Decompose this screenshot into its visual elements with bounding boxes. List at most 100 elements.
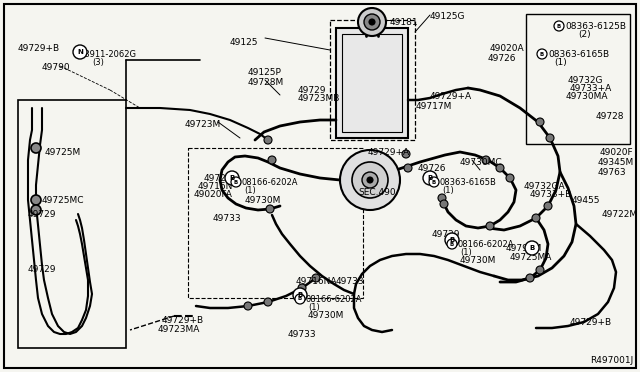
Text: 49020A: 49020A <box>490 44 525 53</box>
Circle shape <box>447 239 457 249</box>
Circle shape <box>264 298 272 306</box>
Circle shape <box>362 172 378 188</box>
Text: 49723MA: 49723MA <box>158 325 200 334</box>
Text: 08363-6165B: 08363-6165B <box>548 50 609 59</box>
Text: (1): (1) <box>554 58 567 67</box>
Text: 49726: 49726 <box>488 54 516 63</box>
Circle shape <box>268 156 276 164</box>
Circle shape <box>525 241 539 255</box>
Text: 49729: 49729 <box>204 174 232 183</box>
Text: 49725M: 49725M <box>45 148 81 157</box>
Text: 49181: 49181 <box>390 18 419 27</box>
Text: R497001J: R497001J <box>590 356 633 365</box>
Text: 49725MC: 49725MC <box>42 196 84 205</box>
Circle shape <box>225 171 239 185</box>
Text: 49732G: 49732G <box>568 76 604 85</box>
Text: 49729+B: 49729+B <box>18 44 60 53</box>
Text: 49729: 49729 <box>298 86 326 95</box>
Text: 08363-6125B: 08363-6125B <box>565 22 626 31</box>
Text: 49791M: 49791M <box>506 244 542 253</box>
Circle shape <box>536 118 544 126</box>
Circle shape <box>31 205 41 215</box>
Text: 49125G: 49125G <box>430 12 465 21</box>
Text: 08911-2062G: 08911-2062G <box>80 50 137 59</box>
Text: 49716N: 49716N <box>198 182 234 191</box>
Text: 49729+A: 49729+A <box>430 92 472 101</box>
Text: SEC.490: SEC.490 <box>358 188 396 197</box>
Text: 49733+A: 49733+A <box>570 84 612 93</box>
Circle shape <box>438 194 446 202</box>
Text: 49345M: 49345M <box>598 158 634 167</box>
Text: 49790: 49790 <box>42 63 70 72</box>
Bar <box>342 34 402 132</box>
Text: (1): (1) <box>244 186 256 195</box>
Circle shape <box>367 177 373 183</box>
Text: 49729: 49729 <box>432 230 461 239</box>
Text: B: B <box>557 23 561 29</box>
Circle shape <box>369 19 375 25</box>
Text: (1): (1) <box>460 248 472 257</box>
Text: 49730MA: 49730MA <box>566 92 609 101</box>
Text: 49729: 49729 <box>28 210 56 219</box>
Text: 49729+B: 49729+B <box>570 318 612 327</box>
Text: 49729+A: 49729+A <box>368 148 410 157</box>
Circle shape <box>312 274 320 282</box>
Text: 08166-6202A: 08166-6202A <box>242 178 298 187</box>
Circle shape <box>295 294 305 304</box>
Text: B: B <box>432 180 436 185</box>
Text: 49733+B: 49733+B <box>530 190 572 199</box>
Text: B: B <box>529 245 534 251</box>
Text: 49730M: 49730M <box>308 311 344 320</box>
Text: B: B <box>540 51 544 57</box>
Text: 49722M: 49722M <box>602 210 638 219</box>
Circle shape <box>532 214 540 222</box>
Circle shape <box>546 134 554 142</box>
Text: 49732GA: 49732GA <box>524 182 566 191</box>
Circle shape <box>31 143 41 153</box>
Circle shape <box>358 8 386 36</box>
Circle shape <box>423 171 437 185</box>
Text: B: B <box>298 296 302 301</box>
Circle shape <box>266 205 274 213</box>
Circle shape <box>429 177 439 187</box>
Bar <box>18 100 126 348</box>
Circle shape <box>536 266 544 274</box>
Text: N: N <box>77 49 83 55</box>
Text: 49020FA: 49020FA <box>194 190 233 199</box>
Text: 49726: 49726 <box>418 164 447 173</box>
Circle shape <box>264 136 272 144</box>
Text: 49717M: 49717M <box>416 102 452 111</box>
Circle shape <box>73 45 87 59</box>
Text: 49733: 49733 <box>213 214 242 223</box>
Bar <box>336 28 408 138</box>
Circle shape <box>554 21 564 31</box>
Text: 49733: 49733 <box>288 330 317 339</box>
Circle shape <box>31 195 41 205</box>
Text: 49125: 49125 <box>230 38 259 47</box>
Text: B: B <box>229 175 235 181</box>
Circle shape <box>486 222 494 230</box>
Circle shape <box>496 164 504 172</box>
Text: 49728M: 49728M <box>248 78 284 87</box>
Circle shape <box>298 284 306 292</box>
Text: 49763: 49763 <box>598 168 627 177</box>
Circle shape <box>364 14 380 30</box>
Circle shape <box>231 177 241 187</box>
Text: 49729: 49729 <box>28 265 56 274</box>
Circle shape <box>244 302 252 310</box>
Text: 08166-6202A: 08166-6202A <box>458 240 515 249</box>
Circle shape <box>440 200 448 208</box>
Text: 49725MA: 49725MA <box>510 253 552 262</box>
Text: 49723M: 49723M <box>185 120 221 129</box>
Circle shape <box>526 274 534 282</box>
Bar <box>330 20 415 140</box>
Text: 49020F: 49020F <box>600 148 634 157</box>
Circle shape <box>537 49 547 59</box>
Text: 08166-6202A: 08166-6202A <box>306 295 362 304</box>
Circle shape <box>506 174 514 182</box>
Text: 49733: 49733 <box>336 277 365 286</box>
Text: 49730M: 49730M <box>460 256 497 265</box>
Circle shape <box>352 162 388 198</box>
Circle shape <box>293 288 307 302</box>
Text: 49125P: 49125P <box>248 68 282 77</box>
